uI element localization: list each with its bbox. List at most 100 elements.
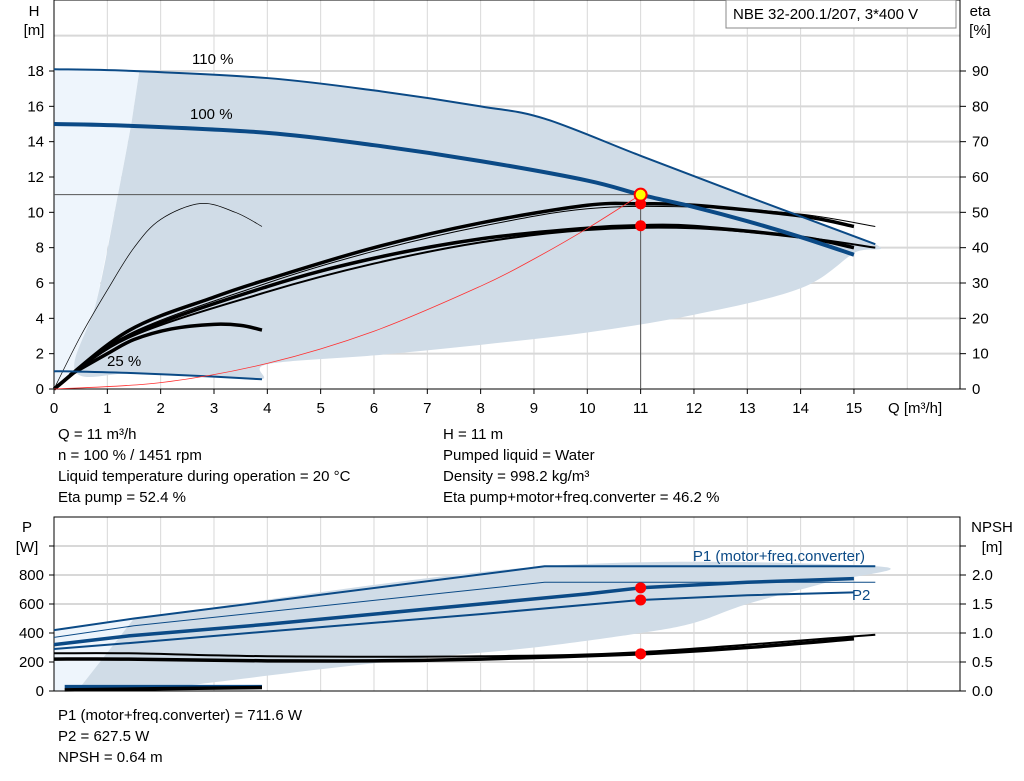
info-q: Q = 11 m³/h — [58, 426, 137, 443]
y2-tick-label: 0.0 — [972, 683, 993, 700]
light-region — [54, 69, 140, 389]
info-top-left: Q = 11 m³/h n = 100 % / 1451 rpm Liquid … — [58, 424, 350, 508]
y2-tick-label: 10 — [972, 346, 989, 363]
p2-point — [635, 594, 647, 606]
y-tick-label: 400 — [19, 625, 44, 642]
x-tick-label: 11 — [633, 400, 649, 417]
x-tick-label: 8 — [476, 400, 484, 417]
info-top-right: H = 11 m Pumped liquid = Water Density =… — [443, 424, 719, 508]
y2-tick-label: 20 — [972, 310, 989, 327]
operating-region — [77, 561, 891, 692]
info-eta-total: Eta pump+motor+freq.converter = 46.2 % — [443, 489, 720, 506]
info-density: Density = 998.2 kg/m³ — [443, 468, 590, 485]
y2-axis-label: NPSH — [971, 519, 1013, 536]
y-tick-label: 0 — [36, 683, 44, 700]
head-curve — [53, 121, 855, 257]
y2-tick-label: 60 — [972, 169, 989, 186]
y2-tick-label: 30 — [972, 275, 989, 292]
head-curve — [53, 68, 876, 246]
y-tick-label: 200 — [19, 654, 44, 671]
eta-curve — [53, 226, 876, 390]
info-temp: Liquid temperature during operation = 20… — [58, 468, 351, 485]
label-p2: P2 — [852, 587, 870, 604]
y2-tick-label: 40 — [972, 240, 989, 257]
info-eta-pump: Eta pump = 52.4 % — [58, 489, 186, 506]
x-tick-label: 1 — [103, 400, 111, 417]
label-p1: P1 (motor+freq.converter) — [693, 548, 865, 565]
y-tick-label: 800 — [19, 567, 44, 584]
x-tick-label: 4 — [263, 400, 271, 417]
x-tick-label: 5 — [316, 400, 324, 417]
eta-curve — [52, 201, 855, 391]
y-tick-label: 600 — [19, 596, 44, 613]
eta-pump-point — [635, 198, 647, 210]
operating-region — [74, 70, 882, 380]
info-speed: n = 100 % / 1451 rpm — [58, 447, 202, 464]
y-tick-label: 0 — [36, 381, 44, 398]
p1-point — [635, 582, 647, 594]
y-axis-unit: [m] — [24, 22, 45, 39]
head-curve — [53, 370, 263, 381]
y2-tick-label: 2.0 — [972, 567, 993, 584]
y2-tick-label: 80 — [972, 98, 989, 115]
info-bottom: P1 (motor+freq.converter) = 711.6 W P2 =… — [58, 705, 302, 768]
y2-tick-label: 0.5 — [972, 654, 993, 671]
power-curve — [53, 581, 876, 638]
label-25: 25 % — [107, 353, 141, 370]
y2-tick-label: 90 — [972, 63, 989, 80]
y-tick-label: 14 — [27, 134, 44, 151]
y2-axis-unit: [%] — [969, 22, 991, 39]
y-tick-label: 6 — [36, 275, 44, 292]
y-tick-label: 4 — [36, 310, 44, 327]
x-tick-label: 7 — [423, 400, 431, 417]
title-box-text: NBE 32-200.1/207, 3*400 V — [733, 6, 918, 23]
info-npsh: NPSH = 0.64 m — [58, 749, 163, 766]
x-axis-label: Q [m³/h] — [888, 400, 942, 417]
info-p1: P1 (motor+freq.converter) = 711.6 W — [58, 707, 302, 724]
npsh-curve — [64, 685, 263, 692]
eta-curve — [53, 203, 263, 390]
y2-axis-unit: [m] — [982, 539, 1003, 556]
title-box — [725, 0, 957, 29]
npsh-point — [635, 648, 647, 660]
y2-tick-label: 0 — [972, 381, 980, 398]
x-tick-label: 0 — [50, 400, 58, 417]
y2-tick-label: 50 — [972, 204, 989, 221]
y2-tick-label: 1.0 — [972, 625, 993, 642]
x-tick-label: 2 — [156, 400, 164, 417]
x-tick-label: 13 — [739, 400, 756, 417]
eta-total-point — [635, 220, 647, 232]
x-tick-label: 12 — [686, 400, 703, 417]
info-liquid: Pumped liquid = Water — [443, 447, 595, 464]
x-tick-label: 15 — [846, 400, 863, 417]
y-tick-label: 10 — [27, 204, 44, 221]
info-p2: P2 = 627.5 W — [58, 728, 150, 745]
x-tick-label: 10 — [579, 400, 596, 417]
y-axis-label: P — [22, 519, 32, 536]
y-tick-label: 2 — [36, 346, 44, 363]
y2-tick-label: 1.5 — [972, 596, 993, 613]
label-100: 100 % — [190, 106, 233, 123]
power-curve — [53, 565, 876, 632]
power-curve — [53, 576, 854, 647]
power-curve — [53, 591, 854, 650]
system-curve — [53, 194, 641, 390]
eta-curve — [69, 322, 263, 377]
x-tick-label: 6 — [370, 400, 378, 417]
duty-point — [633, 187, 648, 202]
label-110: 110 % — [192, 51, 233, 68]
y2-axis-label: eta — [970, 3, 992, 20]
y2-tick-label: 70 — [972, 134, 989, 151]
y-axis-label: H — [29, 3, 40, 20]
y-tick-label: 16 — [27, 98, 44, 115]
y-axis-unit: [W] — [16, 539, 39, 556]
eta-curve — [53, 205, 876, 390]
y-tick-label: 12 — [27, 169, 44, 186]
y-tick-label: 8 — [36, 240, 44, 257]
x-tick-label: 3 — [210, 400, 218, 417]
npsh-curve — [53, 637, 855, 663]
y-tick-label: 18 — [27, 63, 44, 80]
npsh-curve — [53, 633, 876, 658]
